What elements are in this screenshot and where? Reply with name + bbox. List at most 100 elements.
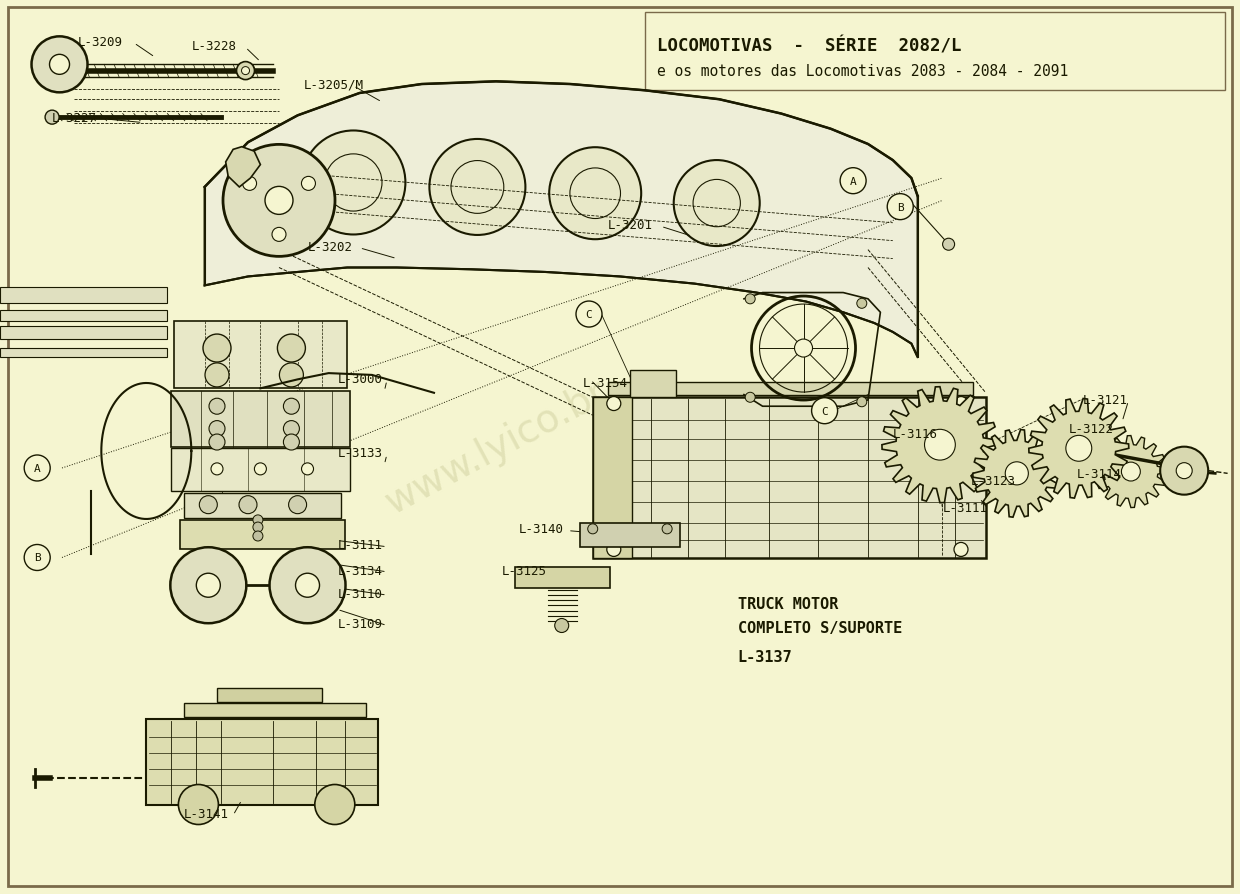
Text: L-3125: L-3125 (502, 564, 547, 577)
Bar (0, 326, 167, 340)
Polygon shape (580, 523, 680, 547)
Circle shape (857, 299, 867, 309)
Polygon shape (184, 493, 341, 519)
Circle shape (1006, 462, 1028, 485)
Circle shape (954, 543, 968, 557)
Circle shape (841, 168, 866, 195)
Text: L-3133: L-3133 (337, 447, 382, 460)
Polygon shape (180, 520, 345, 550)
Polygon shape (608, 383, 973, 396)
Text: B: B (897, 202, 904, 213)
Circle shape (295, 574, 320, 597)
Circle shape (1121, 462, 1141, 482)
Circle shape (239, 496, 257, 514)
Text: L-3141: L-3141 (184, 807, 228, 820)
Circle shape (662, 524, 672, 535)
Text: C: C (585, 309, 593, 320)
Polygon shape (882, 387, 998, 503)
Polygon shape (146, 720, 378, 805)
Circle shape (812, 398, 837, 425)
Text: L-3134: L-3134 (337, 564, 382, 577)
Bar (645, 13, 1225, 91)
Circle shape (253, 522, 263, 533)
Circle shape (289, 496, 306, 514)
Circle shape (588, 524, 598, 535)
Polygon shape (174, 322, 347, 389)
Text: L-3228: L-3228 (192, 40, 237, 53)
Circle shape (170, 548, 247, 623)
Circle shape (745, 392, 755, 403)
Text: L-3154: L-3154 (583, 376, 627, 389)
Polygon shape (593, 398, 986, 559)
Text: L-3209: L-3209 (78, 36, 123, 48)
Circle shape (554, 619, 569, 633)
Polygon shape (593, 398, 632, 559)
Circle shape (284, 421, 299, 437)
Text: L-3110: L-3110 (337, 587, 382, 600)
Polygon shape (171, 392, 350, 447)
Circle shape (265, 187, 293, 215)
Text: www.lyico.br: www.lyico.br (378, 373, 614, 521)
Text: e os motores das Locomotivas 2083 - 2084 - 2091: e os motores das Locomotivas 2083 - 2084… (657, 64, 1069, 79)
Circle shape (205, 364, 229, 387)
Polygon shape (217, 688, 322, 702)
Circle shape (45, 111, 60, 125)
Text: L-3109: L-3109 (337, 618, 382, 630)
Circle shape (795, 340, 812, 358)
Text: L-3122: L-3122 (1069, 423, 1114, 435)
Circle shape (301, 463, 314, 476)
Text: L-3137: L-3137 (738, 650, 792, 664)
Circle shape (25, 455, 50, 482)
Circle shape (1066, 436, 1091, 461)
Text: C: C (821, 406, 828, 417)
Polygon shape (226, 148, 260, 188)
Circle shape (200, 496, 217, 514)
Circle shape (942, 239, 955, 251)
Circle shape (925, 430, 955, 460)
Text: B: B (33, 552, 41, 563)
Polygon shape (630, 371, 676, 398)
Bar (0, 288, 167, 304)
Circle shape (203, 334, 231, 363)
Polygon shape (1029, 399, 1128, 499)
Circle shape (269, 548, 346, 623)
Circle shape (50, 55, 69, 75)
Text: L-3111: L-3111 (942, 502, 987, 514)
Circle shape (211, 463, 223, 476)
Text: L-3114: L-3114 (1076, 468, 1121, 480)
Circle shape (279, 364, 304, 387)
Text: L-3121: L-3121 (1083, 393, 1127, 406)
Polygon shape (205, 82, 918, 358)
Polygon shape (973, 430, 1060, 518)
Circle shape (242, 68, 249, 75)
Text: A: A (849, 176, 857, 187)
Circle shape (223, 145, 335, 257)
Circle shape (429, 139, 526, 236)
Circle shape (673, 161, 760, 247)
Polygon shape (1095, 436, 1167, 508)
Circle shape (549, 148, 641, 240)
Circle shape (237, 63, 254, 80)
Text: L-3201: L-3201 (608, 219, 652, 232)
Circle shape (31, 38, 88, 93)
Circle shape (272, 228, 286, 242)
Text: L-3227: L-3227 (52, 112, 97, 124)
Circle shape (25, 544, 50, 571)
Circle shape (278, 334, 305, 363)
Circle shape (888, 194, 913, 221)
Text: COMPLETO S/SUPORTE: COMPLETO S/SUPORTE (738, 620, 901, 635)
Circle shape (606, 397, 621, 411)
Circle shape (210, 434, 224, 451)
Circle shape (857, 397, 867, 408)
Circle shape (179, 785, 218, 824)
Circle shape (315, 785, 355, 824)
Circle shape (745, 294, 755, 305)
Polygon shape (171, 449, 350, 492)
Text: L-3205/M: L-3205/M (304, 79, 363, 91)
Circle shape (284, 434, 299, 451)
Circle shape (254, 463, 267, 476)
Circle shape (253, 515, 263, 526)
Circle shape (243, 177, 257, 191)
Text: LOCOMOTIVAS  -  SÉRIE  2082/L: LOCOMOTIVAS - SÉRIE 2082/L (657, 38, 962, 55)
Circle shape (606, 543, 621, 557)
